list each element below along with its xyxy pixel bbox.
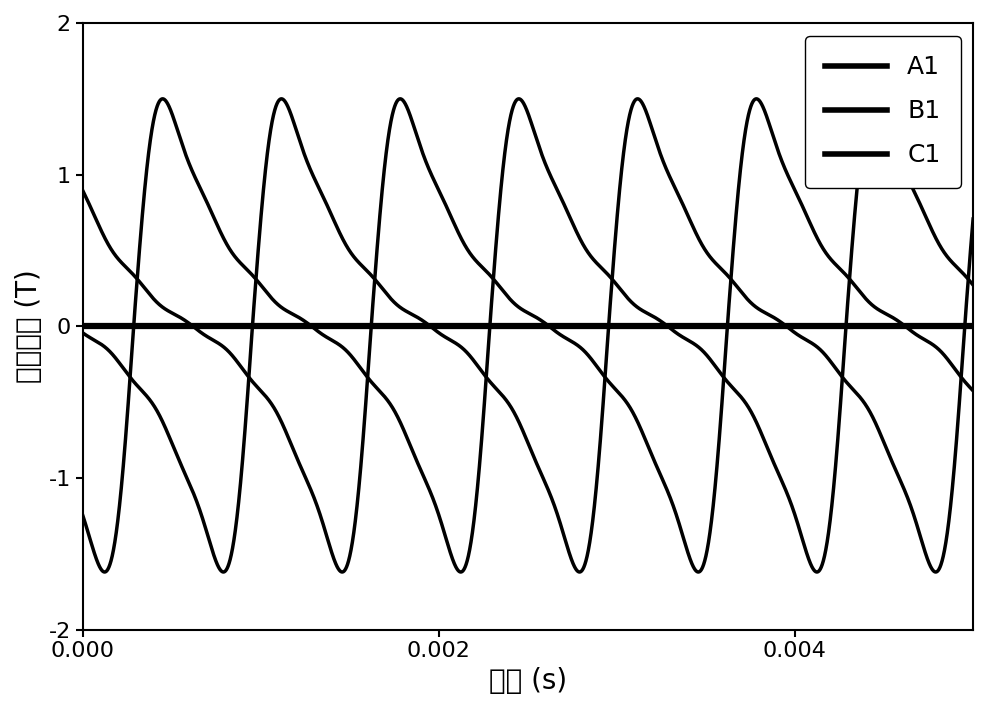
B1	[276, 94, 288, 103]
C1	[517, 305, 529, 314]
C1	[929, 342, 941, 350]
A1	[77, 510, 89, 519]
X-axis label: 时间 (s): 时间 (s)	[489, 667, 567, 695]
Legend: A1, B1, C1: A1, B1, C1	[805, 36, 960, 187]
Y-axis label: 径向磁密 (T): 径向磁密 (T)	[15, 269, 43, 383]
C1	[976, 397, 988, 405]
C1	[77, 186, 89, 195]
Line: B1: B1	[83, 99, 982, 572]
B1	[130, 381, 142, 389]
A1	[81, 523, 93, 532]
B1	[517, 425, 529, 434]
C1	[114, 256, 125, 265]
A1	[454, 568, 466, 577]
B1	[253, 237, 265, 246]
A1	[976, 292, 988, 300]
C1	[253, 385, 265, 393]
B1	[574, 568, 586, 577]
B1	[77, 329, 89, 337]
B1	[929, 567, 941, 576]
A1	[517, 97, 529, 106]
C1	[81, 195, 93, 203]
C1	[394, 94, 406, 103]
C1	[130, 274, 142, 283]
B1	[81, 332, 93, 340]
A1	[929, 231, 941, 239]
C1	[336, 568, 348, 577]
A1	[130, 285, 142, 294]
Line: A1: A1	[83, 99, 982, 572]
A1	[157, 94, 169, 103]
Line: C1: C1	[83, 99, 982, 572]
B1	[114, 359, 125, 368]
A1	[114, 498, 125, 507]
A1	[253, 278, 265, 287]
B1	[976, 133, 988, 141]
